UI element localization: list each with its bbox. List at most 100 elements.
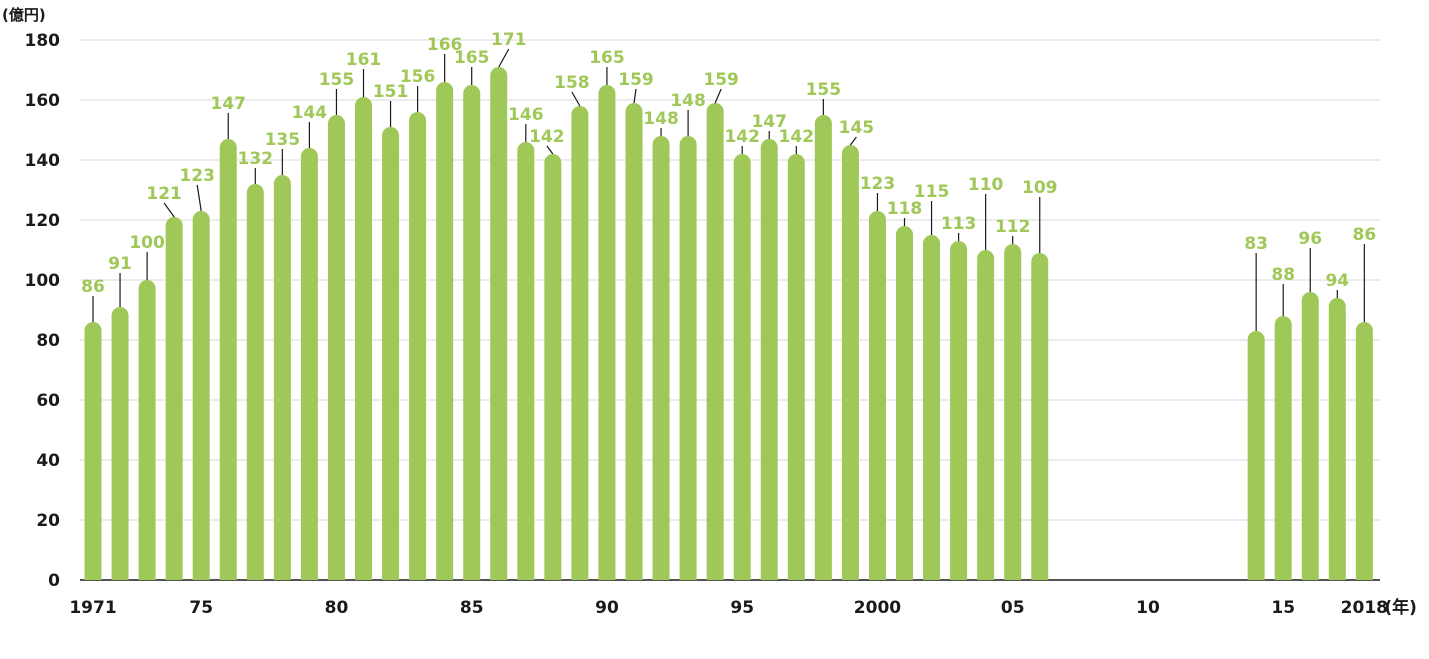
bar	[652, 136, 670, 580]
y-tick-label: 60	[36, 391, 60, 411]
data-label: 112	[995, 217, 1031, 237]
x-tick-label: 05	[1001, 598, 1025, 618]
data-label: 155	[806, 80, 842, 100]
data-label: 91	[108, 254, 132, 274]
y-tick-label: 180	[25, 31, 61, 51]
bar	[192, 211, 210, 580]
data-label: 147	[752, 112, 788, 132]
data-labels: 8691100121123147132135144155161151156166…	[81, 30, 1376, 297]
bar	[706, 103, 724, 580]
bar	[544, 154, 562, 580]
x-tick-label: 80	[325, 598, 349, 618]
x-tick-label: 95	[730, 598, 754, 618]
data-label: 165	[454, 48, 490, 68]
y-tick-label: 100	[25, 271, 61, 291]
data-label: 123	[860, 174, 896, 194]
data-label: 118	[887, 199, 923, 219]
bar	[327, 115, 345, 581]
x-tick-label: 2018	[1341, 598, 1388, 618]
bar	[138, 280, 156, 580]
x-tick-label: 10	[1136, 598, 1160, 618]
grid-lines	[80, 39, 1380, 581]
data-label: 156	[400, 67, 436, 87]
bar	[598, 85, 616, 580]
bar	[841, 145, 859, 581]
data-label: 165	[589, 48, 625, 68]
bar	[84, 322, 102, 580]
leader-line	[498, 48, 510, 68]
data-label: 148	[643, 109, 679, 129]
bar	[300, 148, 318, 580]
bar	[165, 217, 183, 580]
bar	[787, 154, 805, 580]
bar	[111, 307, 129, 580]
data-label: 161	[346, 50, 382, 70]
bar	[1355, 322, 1373, 580]
data-label: 142	[529, 127, 565, 147]
bar	[679, 136, 697, 580]
bar	[950, 241, 968, 580]
data-label: 155	[319, 70, 355, 90]
data-label: 113	[941, 214, 977, 234]
y-axis-ticks: 0 20 40 60 80 100 120 140 160 180	[25, 31, 61, 591]
bar	[1274, 316, 1292, 580]
bar	[219, 139, 237, 580]
bar	[355, 97, 372, 580]
bar	[760, 139, 778, 580]
bar	[896, 226, 913, 580]
data-label: 147	[211, 94, 247, 114]
bar	[273, 175, 291, 580]
data-label: 96	[1298, 229, 1322, 249]
y-tick-label: 40	[36, 451, 60, 471]
x-tick-label: 90	[595, 598, 619, 618]
bar	[1301, 292, 1319, 580]
data-label: 159	[703, 70, 739, 90]
data-label: 135	[265, 130, 301, 150]
bar	[571, 106, 589, 580]
y-tick-label: 80	[36, 331, 60, 351]
bar	[977, 250, 995, 580]
bar	[1004, 244, 1022, 580]
x-tick-label: 1971	[69, 598, 116, 618]
data-label: 159	[618, 70, 654, 90]
x-axis-unit: (年)	[1384, 597, 1417, 618]
data-label: 100	[129, 233, 165, 253]
data-label: 171	[491, 30, 527, 50]
bar	[382, 127, 400, 580]
data-label: 146	[508, 105, 544, 125]
y-tick-label: 140	[25, 151, 61, 171]
y-tick-label: 120	[25, 211, 61, 231]
leader-line	[546, 145, 554, 155]
bar	[246, 184, 264, 581]
data-label: 94	[1325, 271, 1349, 291]
bar	[1328, 298, 1346, 580]
leader-line	[571, 91, 581, 107]
x-tick-label: 2000	[854, 598, 901, 618]
bar	[814, 115, 832, 581]
data-label: 151	[373, 82, 409, 102]
bar	[868, 211, 886, 580]
leader-line	[196, 184, 202, 212]
label-leader-lines	[92, 48, 1365, 331]
data-label: 86	[1353, 225, 1377, 245]
bar	[517, 142, 535, 580]
data-label: 144	[292, 103, 328, 123]
y-tick-label: 20	[36, 511, 60, 531]
bar	[436, 82, 454, 580]
data-label: 142	[724, 127, 760, 147]
y-tick-label: 0	[48, 571, 60, 591]
bar	[463, 85, 481, 580]
data-label: 88	[1271, 265, 1295, 285]
data-label: 115	[914, 182, 950, 202]
leader-line	[714, 88, 722, 104]
bar	[490, 67, 508, 580]
data-label: 166	[427, 35, 463, 55]
bar	[1247, 331, 1265, 580]
data-label: 86	[81, 277, 105, 297]
bar	[923, 235, 941, 580]
data-label: 142	[779, 127, 815, 147]
x-tick-label: 75	[189, 598, 213, 618]
data-label: 132	[238, 149, 274, 169]
bar	[1031, 253, 1049, 580]
